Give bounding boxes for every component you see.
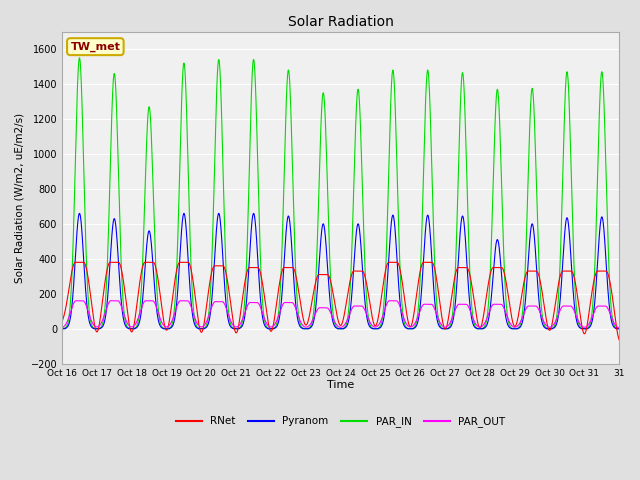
- Pyranom: [477, 326, 484, 332]
- Pyranom: [58, 326, 66, 332]
- PAR_OUT: [77, 298, 85, 304]
- PAR_IN: [203, 322, 211, 328]
- PAR_IN: [229, 325, 237, 331]
- Title: Solar Radiation: Solar Radiation: [288, 15, 394, 29]
- PAR_OUT: [544, 324, 552, 330]
- Pyranom: [544, 326, 552, 332]
- PAR_IN: [477, 326, 484, 332]
- RNet: [77, 259, 85, 265]
- PAR_IN: [58, 326, 66, 332]
- Pyranom: [308, 323, 316, 329]
- PAR_OUT: [58, 325, 66, 331]
- Line: RNet: RNet: [62, 262, 620, 340]
- PAR_OUT: [308, 318, 316, 324]
- Line: PAR_OUT: PAR_OUT: [62, 301, 620, 328]
- RNet: [308, 298, 316, 304]
- Line: Pyranom: Pyranom: [62, 214, 620, 329]
- RNet: [203, 304, 211, 310]
- Pyranom: [76, 211, 83, 216]
- Y-axis label: Solar Radiation (W/m2, uE/m2/s): Solar Radiation (W/m2, uE/m2/s): [15, 113, 25, 283]
- Pyranom: [203, 324, 211, 330]
- RNet: [421, 259, 429, 265]
- X-axis label: Time: Time: [327, 380, 355, 390]
- PAR_OUT: [107, 298, 115, 304]
- PAR_IN: [76, 55, 83, 60]
- Pyranom: [229, 326, 237, 332]
- RNet: [477, 324, 484, 330]
- Pyranom: [78, 225, 86, 231]
- PAR_OUT: [229, 323, 237, 328]
- PAR_IN: [544, 326, 552, 332]
- RNet: [58, 319, 66, 324]
- PAR_IN: [308, 319, 316, 325]
- Pyranom: [616, 326, 623, 332]
- PAR_OUT: [203, 319, 211, 324]
- Legend: RNet, Pyranom, PAR_IN, PAR_OUT: RNet, Pyranom, PAR_IN, PAR_OUT: [172, 412, 509, 432]
- RNet: [229, 319, 237, 325]
- PAR_OUT: [616, 325, 623, 331]
- RNet: [616, 337, 623, 343]
- PAR_IN: [78, 89, 86, 95]
- PAR_OUT: [477, 324, 484, 330]
- RNet: [544, 324, 552, 330]
- Text: TW_met: TW_met: [70, 42, 120, 52]
- Line: PAR_IN: PAR_IN: [62, 58, 620, 329]
- PAR_IN: [616, 326, 623, 332]
